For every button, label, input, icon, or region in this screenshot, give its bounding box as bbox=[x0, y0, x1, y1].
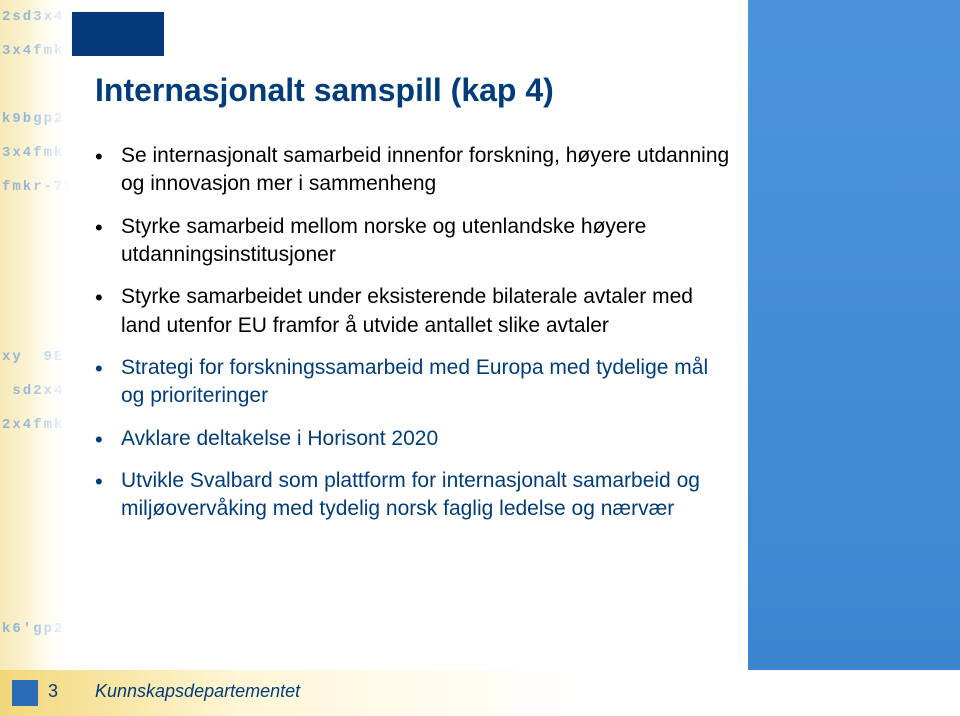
right-blue-panel bbox=[748, 0, 960, 670]
bullet-item: Strategi for forskningssamarbeid med Eur… bbox=[95, 354, 730, 411]
slide: 2sd3x4 3x4fmk k9bgp2 3x4fmk fmkr-7y xy 9… bbox=[0, 0, 960, 716]
bullet-item: Styrke samarbeid mellom norske og utenla… bbox=[95, 213, 730, 270]
left-decorative-strip: 2sd3x4 3x4fmk k9bgp2 3x4fmk fmkr-7y xy 9… bbox=[0, 0, 70, 716]
bullet-item: Styrke samarbeidet under eksisterende bi… bbox=[95, 283, 730, 340]
bullet-item: Avklare deltakelse i Horisont 2020 bbox=[95, 425, 730, 453]
slide-number: 3 bbox=[48, 681, 58, 702]
bullet-item: Utvikle Svalbard som plattform for inter… bbox=[95, 467, 730, 524]
bottom-left-square-icon bbox=[12, 680, 38, 706]
strip-fade-overlay bbox=[0, 0, 70, 716]
bullet-item: Se internasjonalt samarbeid innenfor for… bbox=[95, 142, 730, 199]
footer-label: Kunnskapsdepartementet bbox=[95, 681, 300, 702]
slide-title: Internasjonalt samspill (kap 4) bbox=[95, 72, 554, 109]
top-bar-accent bbox=[72, 12, 164, 56]
bullet-list: Se internasjonalt samarbeid innenfor for… bbox=[95, 142, 730, 538]
